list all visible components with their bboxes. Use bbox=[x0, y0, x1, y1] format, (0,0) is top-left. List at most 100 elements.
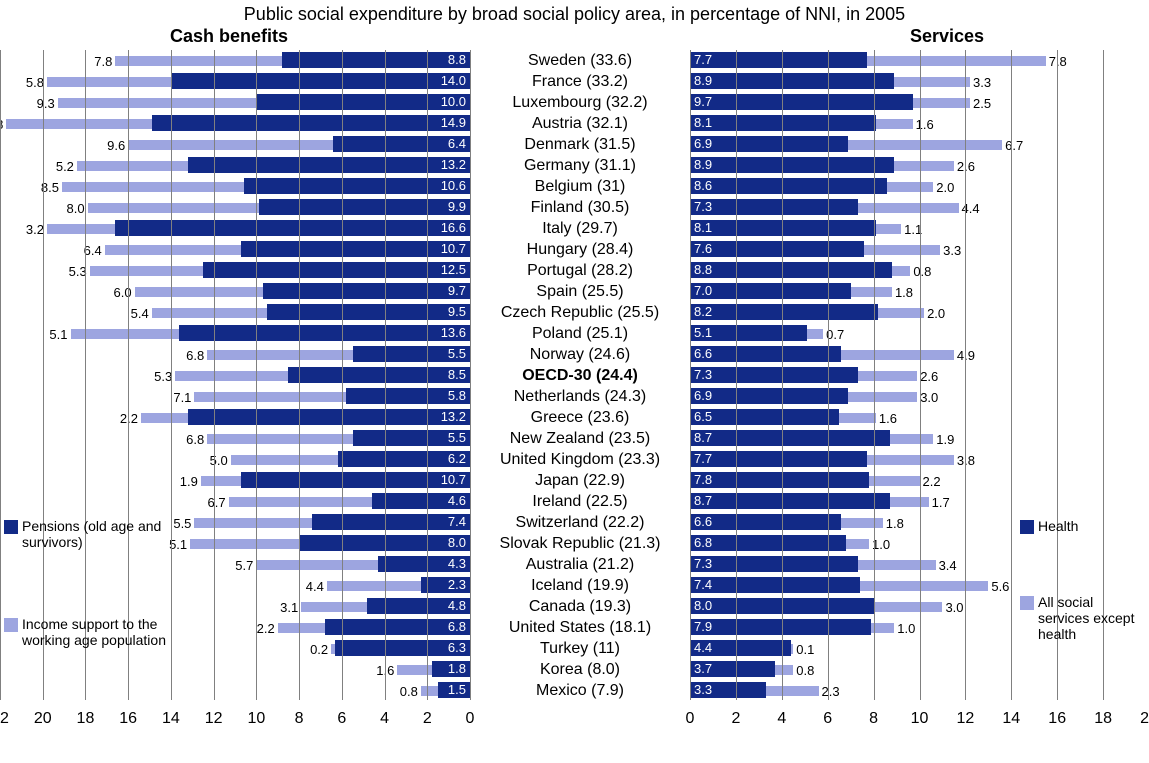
services-value: 1.0 bbox=[897, 621, 915, 637]
legend-label-pensions: Pensions (old age and survivors) bbox=[22, 518, 172, 550]
x-tick-label: 12 bbox=[956, 710, 974, 728]
services-value: 3.0 bbox=[920, 390, 938, 406]
services-value: 2.0 bbox=[936, 180, 954, 196]
health-value: 7.4 bbox=[694, 577, 712, 593]
cash-row: 6.74.6 bbox=[0, 491, 470, 512]
income-value: 5.5 bbox=[173, 516, 191, 532]
health-value: 6.6 bbox=[694, 514, 712, 530]
health-value: 8.7 bbox=[694, 430, 712, 446]
cash-row: 5.213.2 bbox=[0, 155, 470, 176]
income-value: 5.1 bbox=[49, 327, 67, 343]
country-label: Belgium (31) bbox=[470, 176, 690, 197]
country-label: Austria (32.1) bbox=[470, 113, 690, 134]
health-value: 7.0 bbox=[694, 283, 712, 299]
health-bar bbox=[690, 346, 841, 362]
pensions-value: 13.6 bbox=[441, 325, 466, 341]
pensions-bar bbox=[259, 199, 471, 215]
gridline bbox=[1011, 50, 1012, 700]
income-value: 8.0 bbox=[67, 201, 85, 217]
health-bar bbox=[690, 556, 858, 572]
health-value: 3.7 bbox=[694, 661, 712, 677]
legend-label-income: Income support to the working age popula… bbox=[22, 616, 182, 648]
country-label: Hungary (28.4) bbox=[470, 239, 690, 260]
gridline bbox=[385, 50, 386, 700]
health-bar bbox=[690, 178, 887, 194]
health-value: 7.8 bbox=[694, 472, 712, 488]
pensions-value: 9.9 bbox=[448, 199, 466, 215]
health-value: 8.1 bbox=[694, 220, 712, 236]
cash-row: 4.4 2.3 bbox=[0, 575, 470, 596]
cash-row: 6.8 5.5 bbox=[0, 344, 470, 365]
pensions-value: 10.0 bbox=[441, 94, 466, 110]
income-value: 7.1 bbox=[173, 390, 191, 406]
pensions-bar bbox=[115, 220, 470, 236]
gridline bbox=[299, 50, 300, 700]
country-label: Netherlands (24.3) bbox=[470, 386, 690, 407]
cash-row: 5.3 12.5 bbox=[0, 260, 470, 281]
country-label: Norway (24.6) bbox=[470, 344, 690, 365]
pensions-bar bbox=[244, 178, 470, 194]
gridline bbox=[782, 50, 783, 700]
health-bar bbox=[690, 220, 876, 236]
health-bar bbox=[690, 409, 839, 425]
x-tick-label: 0 bbox=[686, 710, 695, 728]
pensions-value: 9.5 bbox=[448, 304, 466, 320]
pensions-bar bbox=[203, 262, 470, 278]
gridline bbox=[736, 50, 737, 700]
country-label: Denmark (31.5) bbox=[470, 134, 690, 155]
pensions-value: 1.8 bbox=[448, 661, 466, 677]
gridline bbox=[920, 50, 921, 700]
income-value: 4.4 bbox=[306, 579, 324, 595]
country-label: Slovak Republic (21.3) bbox=[470, 533, 690, 554]
cash-row: 8.510.6 bbox=[0, 176, 470, 197]
pensions-value: 6.3 bbox=[448, 640, 466, 656]
legend-swatch-services bbox=[1020, 596, 1034, 610]
cash-row: 6.410.7 bbox=[0, 239, 470, 260]
gridline bbox=[874, 50, 875, 700]
cash-row: 3.216.6 bbox=[0, 218, 470, 239]
income-value: 6.8 bbox=[186, 348, 204, 364]
cash-row: 5.814.0 bbox=[0, 71, 470, 92]
health-value: 8.7 bbox=[694, 493, 712, 509]
country-label: United Kingdom (23.3) bbox=[470, 449, 690, 470]
x-tick-label: 20 bbox=[34, 710, 52, 728]
cash-row: 1.61.8 bbox=[0, 659, 470, 680]
pensions-value: 2.3 bbox=[448, 577, 466, 593]
health-bar bbox=[690, 199, 858, 215]
pensions-value: 6.2 bbox=[448, 451, 466, 467]
income-value: 6.8 bbox=[186, 432, 204, 448]
health-value: 6.6 bbox=[694, 346, 712, 362]
income-value: 7.8 bbox=[94, 54, 112, 70]
services-value: 1.0 bbox=[872, 537, 890, 553]
pensions-value: 13.2 bbox=[441, 157, 466, 173]
x-tick-label: 6 bbox=[337, 710, 346, 728]
services-value: 4.4 bbox=[962, 201, 980, 217]
health-value: 4.4 bbox=[694, 640, 712, 656]
pensions-value: 5.5 bbox=[448, 346, 466, 362]
services-value: 0.7 bbox=[826, 327, 844, 343]
services-value: 0.8 bbox=[796, 663, 814, 679]
x-tick-label: 8 bbox=[869, 710, 878, 728]
services-value: 1.6 bbox=[916, 117, 934, 133]
health-value: 6.9 bbox=[694, 388, 712, 404]
x-tick-label: 2 bbox=[731, 710, 740, 728]
health-value: 7.7 bbox=[694, 52, 712, 68]
country-label: Iceland (19.9) bbox=[470, 575, 690, 596]
country-label: Japan (22.9) bbox=[470, 470, 690, 491]
income-value: 5.3 bbox=[69, 264, 87, 280]
gridline bbox=[256, 50, 257, 700]
health-bar bbox=[690, 514, 841, 530]
x-tick-label: 18 bbox=[77, 710, 95, 728]
income-value: 5.3 bbox=[154, 369, 172, 385]
country-label: United States (18.1) bbox=[470, 617, 690, 638]
pensions-value: 10.6 bbox=[441, 178, 466, 194]
health-bar bbox=[690, 136, 848, 152]
x-tick-label: 4 bbox=[380, 710, 389, 728]
cash-row: 5.1 13.6 bbox=[0, 323, 470, 344]
health-value: 7.6 bbox=[694, 241, 712, 257]
services-value: 3.3 bbox=[943, 243, 961, 259]
gridline bbox=[965, 50, 966, 700]
services-value: 2.5 bbox=[973, 96, 991, 112]
income-value: 6.7 bbox=[208, 495, 226, 511]
pensions-value: 12.5 bbox=[441, 262, 466, 278]
